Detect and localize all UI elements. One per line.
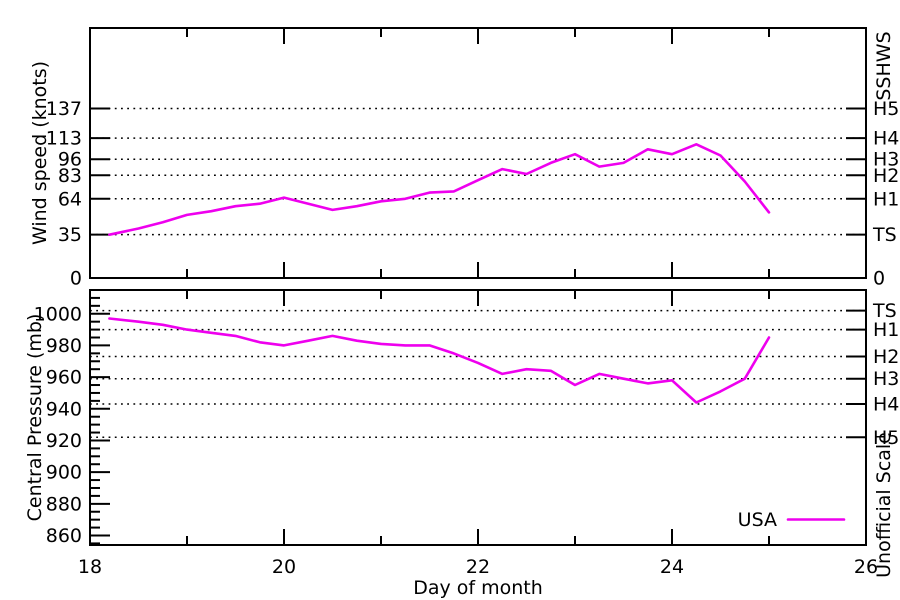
x-tick-label: 22: [466, 556, 490, 578]
y-tick-label: 980: [46, 335, 82, 357]
x-axis-label: Day of month: [413, 577, 543, 599]
y2-tick-label: H4: [873, 394, 899, 416]
y2-tick-label: H2: [873, 165, 899, 187]
y-tick-label: 900: [46, 462, 82, 484]
y-tick-label: 35: [58, 224, 82, 246]
y-tick-label: 137: [46, 98, 82, 120]
wind_speed-y2-axis-label: SSHWS: [873, 31, 895, 100]
x-tick-label: 26: [854, 556, 878, 578]
wind_speed-line: [108, 143, 771, 236]
y2-tick-label: H5: [873, 98, 899, 120]
y-tick-label: 113: [46, 128, 82, 150]
y2-tick-label: H3: [873, 149, 899, 171]
x-tick-label: 20: [272, 556, 296, 578]
y2-tick-label: H4: [873, 128, 899, 150]
y-tick-label: 1000: [34, 303, 82, 325]
y2-tick-label: H1: [873, 319, 899, 341]
x-tick-label: 24: [660, 556, 684, 578]
y-tick-label: 64: [58, 188, 82, 210]
y2-tick-label: TS: [872, 300, 897, 322]
legend-label: USA: [738, 509, 777, 531]
y-tick-label: 920: [46, 430, 82, 452]
y2-tick-label: H3: [873, 368, 899, 390]
y2-tick-label: 0: [873, 268, 885, 290]
plot-border: [89, 27, 867, 279]
plot-border: [89, 289, 867, 546]
y-tick-label: 860: [46, 525, 82, 547]
central_pressure-y-axis-label: Central Pressure (mb): [24, 314, 46, 522]
y2-tick-label: H2: [873, 346, 899, 368]
y-tick-label: 880: [46, 493, 82, 515]
y-tick-label: 0: [70, 268, 82, 290]
y2-tick-label: TS: [872, 224, 897, 246]
y2-tick-label: H5: [873, 427, 899, 449]
wind_speed-y-axis-label: Wind speed (knots): [29, 61, 51, 245]
central_pressure-line: [108, 317, 771, 404]
y-tick-label: 83: [58, 165, 82, 187]
central_pressure-y2-axis-label: Unofficial Scale: [873, 432, 895, 578]
y-tick-label: 960: [46, 367, 82, 389]
y-tick-label: 96: [58, 149, 82, 171]
y2-tick-label: H1: [873, 188, 899, 210]
x-tick-label: 18: [78, 556, 102, 578]
y-tick-label: 940: [46, 398, 82, 420]
